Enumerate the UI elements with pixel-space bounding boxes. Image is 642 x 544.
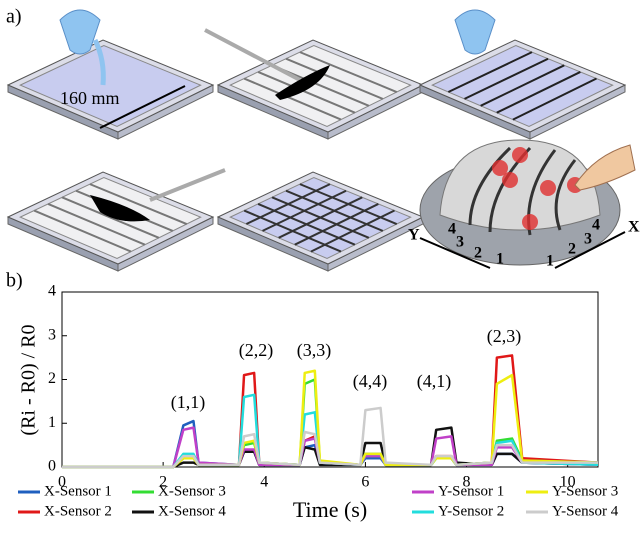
spatula — [150, 170, 225, 200]
legend-label: X-Sensor 2 — [44, 503, 112, 519]
x-tick-label: 4 — [260, 474, 268, 491]
sensor-dot — [522, 214, 538, 230]
legend-label: X-Sensor 4 — [158, 503, 226, 519]
legend-label: Y-Sensor 2 — [438, 503, 504, 519]
y-tick-label: 0 — [48, 458, 56, 475]
legend-label: X-Sensor 1 — [44, 483, 112, 499]
y-tick-label: 1 — [48, 414, 56, 431]
figure: a) 160 mm b) 43211234YX012340246810(1,1)… — [0, 0, 642, 544]
annotation: (2,2) — [239, 340, 274, 361]
axis-letter: Y — [408, 227, 420, 244]
legend-label: X-Sensor 3 — [158, 483, 226, 499]
dome-label: 3 — [456, 234, 464, 251]
pour-cup — [455, 10, 495, 54]
sensor-dot — [512, 147, 528, 163]
y-tick-label: 4 — [48, 283, 56, 300]
dimension-label: 160 mm — [60, 88, 120, 108]
dome-label: 2 — [474, 245, 482, 262]
panel-label: a) — [6, 6, 22, 28]
annotation: (4,4) — [353, 371, 388, 392]
annotation: (4,1) — [417, 371, 452, 392]
legend-label: Y-Sensor 1 — [438, 483, 504, 499]
x-axis-label: Time (s) — [293, 497, 367, 522]
y-tick-label: 2 — [48, 370, 56, 387]
dome-label: 1 — [546, 253, 554, 270]
panel-label: b) — [6, 270, 23, 292]
dome-label: 4 — [592, 217, 600, 234]
annotation: (3,3) — [297, 340, 332, 361]
annotation: (2,3) — [487, 326, 522, 347]
y-tick-label: 3 — [48, 326, 56, 343]
axis-letter: X — [628, 219, 640, 236]
plate-inner — [20, 46, 200, 127]
sensor-dot — [540, 180, 556, 196]
legend-label: Y-Sensor 4 — [552, 503, 619, 519]
dome-label: 3 — [584, 231, 592, 248]
dome-label: 1 — [496, 251, 504, 268]
dome-label: 2 — [568, 241, 576, 258]
x-tick-label: 6 — [361, 474, 369, 491]
dome-label: 4 — [448, 221, 456, 238]
plot-frame — [62, 292, 598, 467]
annotation: (1,1) — [171, 392, 206, 413]
y-axis-label: (Ri - R0) / R0 — [18, 324, 40, 435]
sensor-dot — [492, 160, 508, 176]
illustrations — [8, 10, 635, 271]
legend-label: Y-Sensor 3 — [552, 483, 618, 499]
